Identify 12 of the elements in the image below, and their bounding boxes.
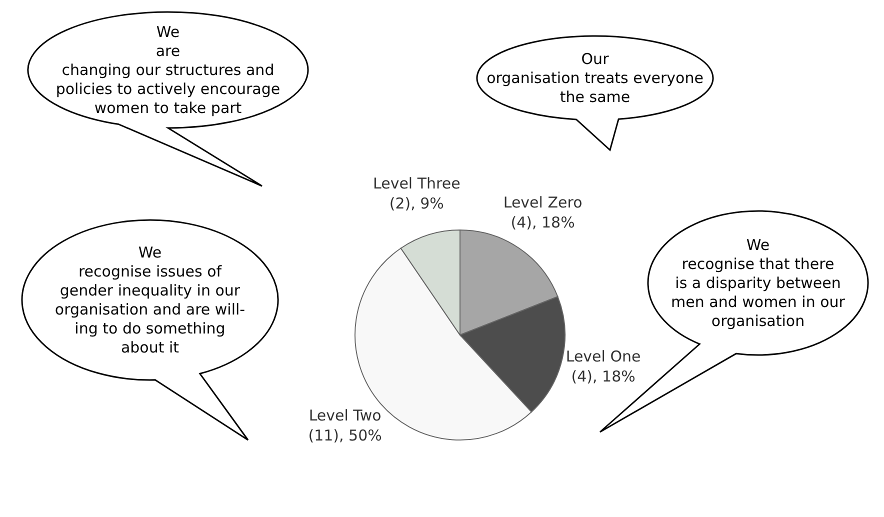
data-label: (4), 18% <box>571 368 636 386</box>
slice-label: Level Three <box>373 174 460 193</box>
data-label: (11), 50% <box>308 426 382 445</box>
data-label: (2), 9% <box>389 194 444 213</box>
text: We recognise that there is a disparity between men and women in our organisation <box>671 236 846 330</box>
text: We recognise issues of gender inequality in our organisation and are will- ing to do something about it <box>54 244 246 356</box>
slice-label: Level Zero <box>503 194 582 212</box>
text: Our organisation treats everyone the same <box>486 50 704 106</box>
text: We are changing our structures and policies to actively encourage women to take part <box>56 23 280 117</box>
slice-label: Level Two <box>308 406 382 425</box>
slice-label: Level One <box>566 348 641 366</box>
data-label: (4), 18% <box>510 214 575 232</box>
